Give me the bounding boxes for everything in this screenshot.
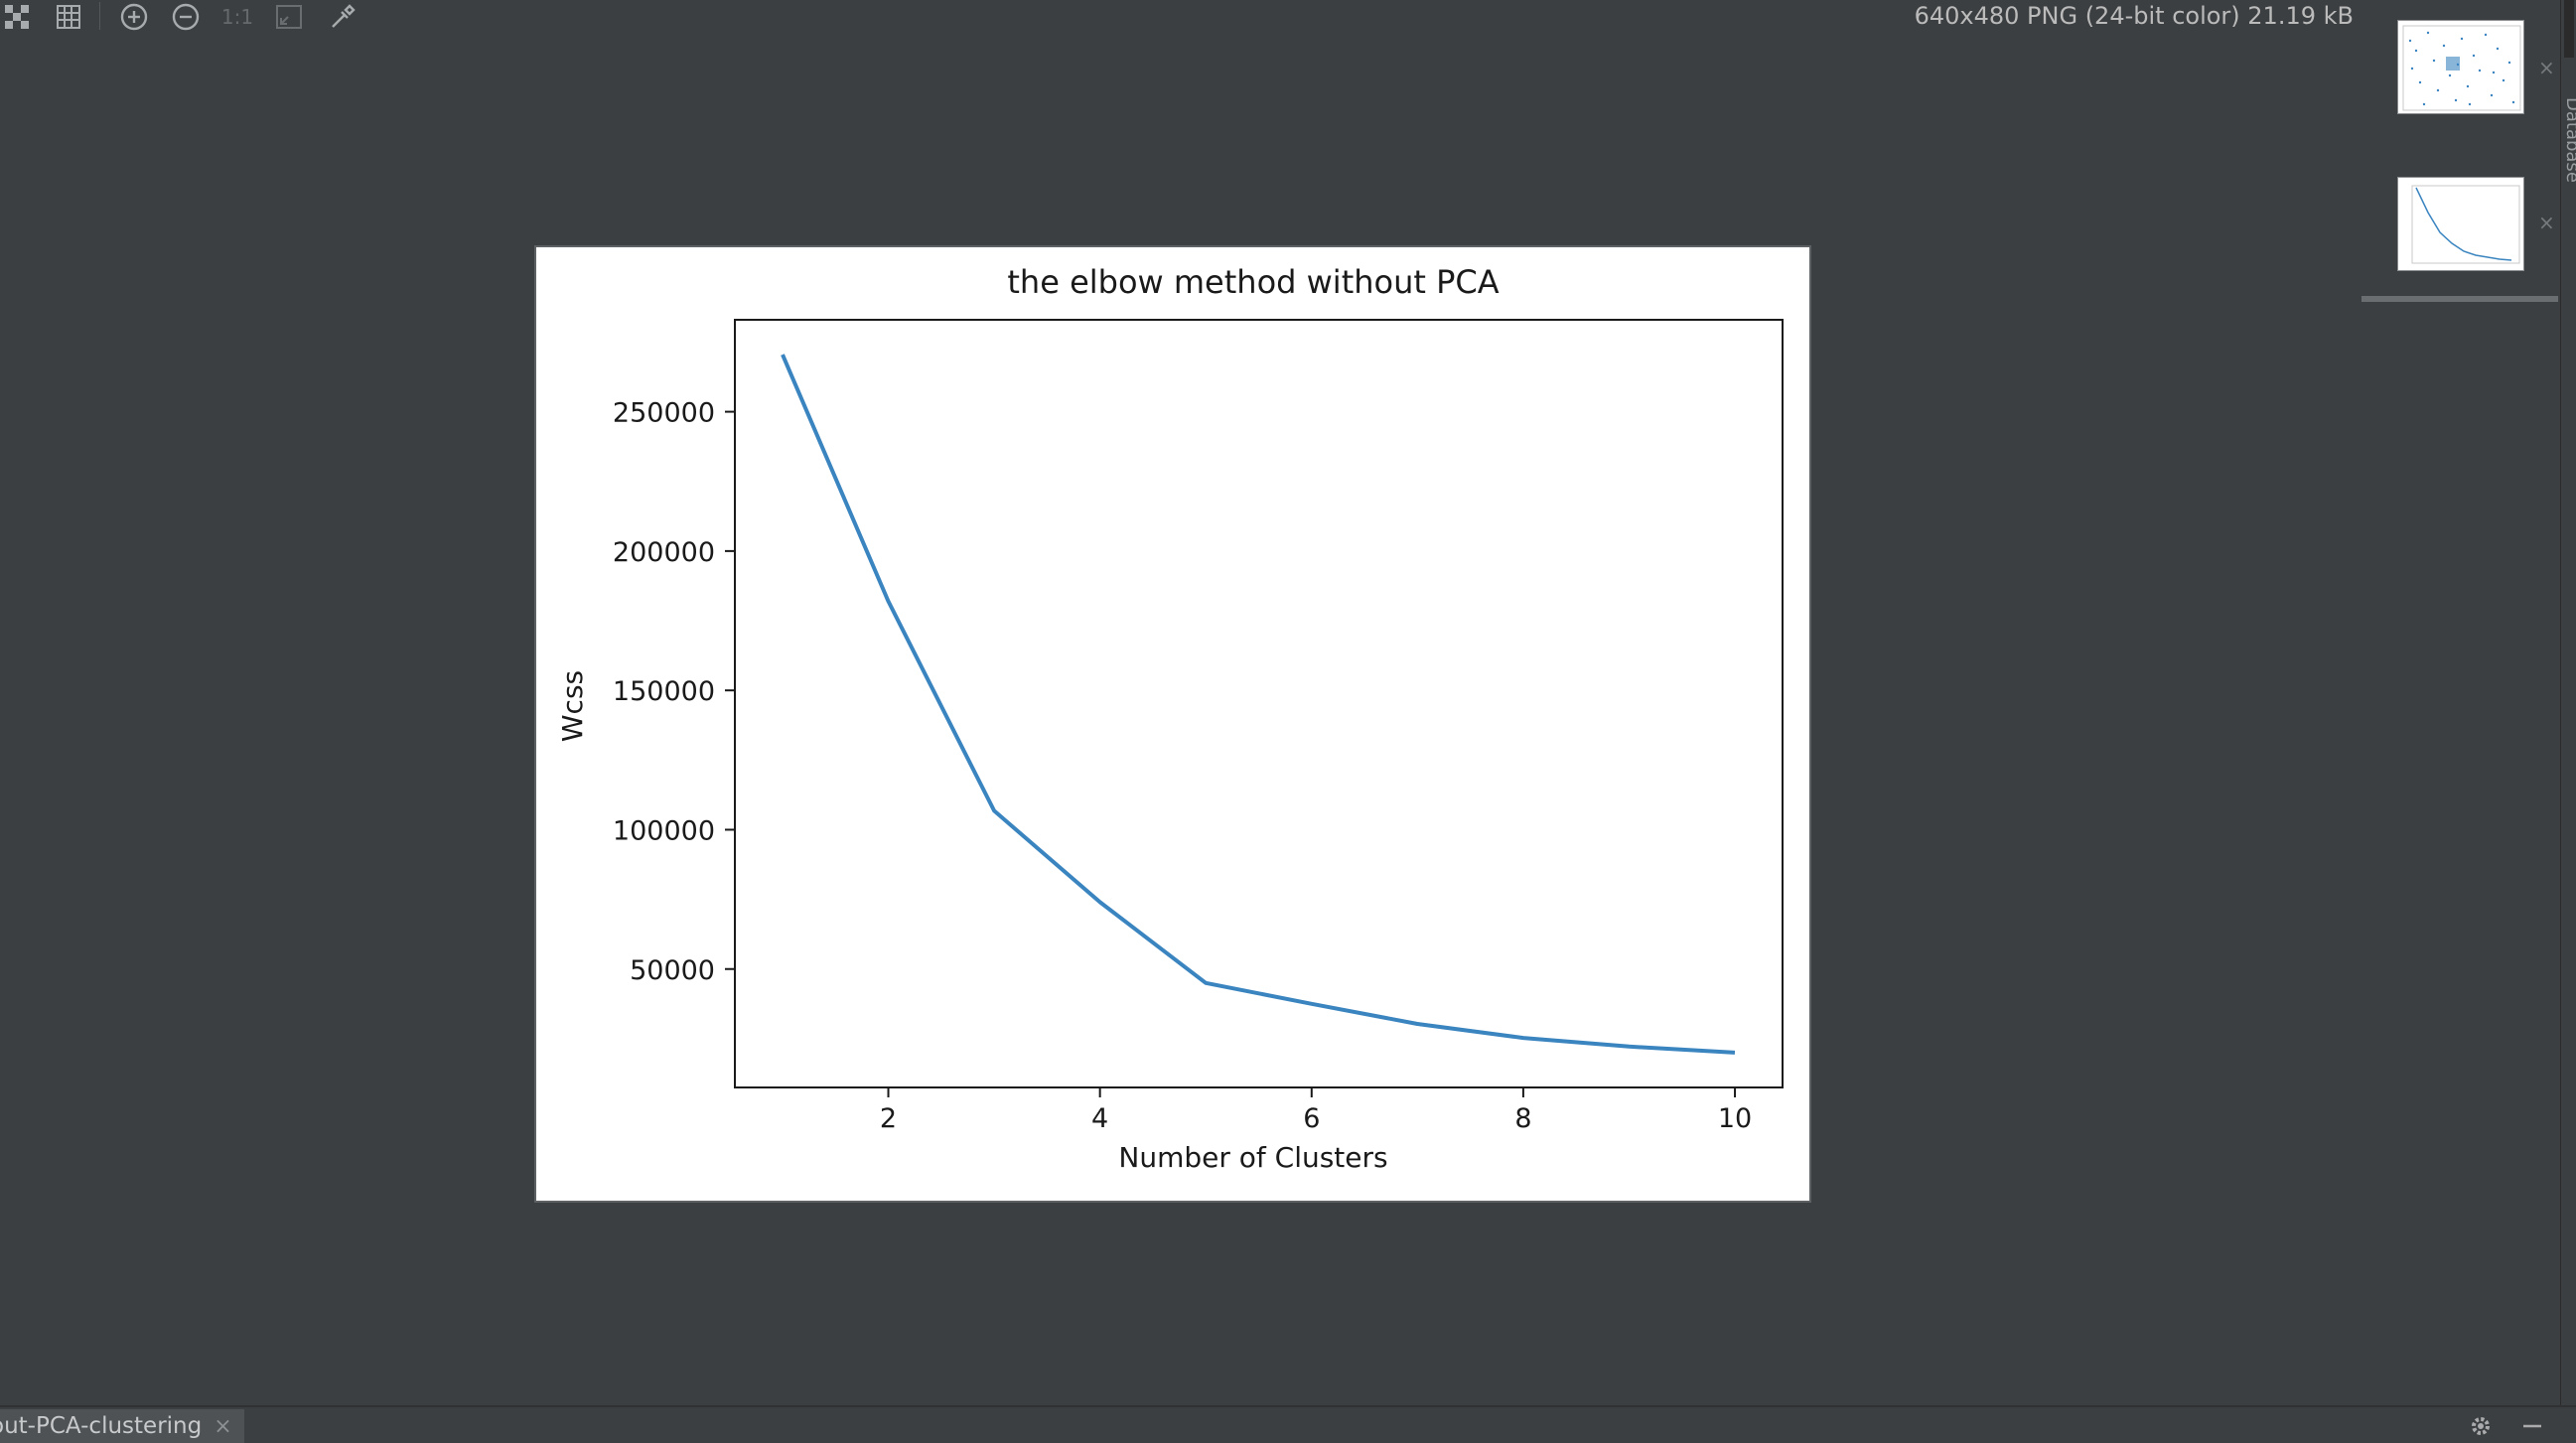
chessboard-icon[interactable] (0, 0, 34, 34)
y-tick-label: 200000 (613, 537, 715, 568)
color-picker-icon[interactable] (326, 0, 359, 34)
toolbar-separator (99, 2, 100, 30)
wcss-series-line (781, 354, 1736, 1055)
database-tool-window-label[interactable]: Database (2562, 97, 2576, 183)
right-tool-strip (2560, 0, 2576, 1405)
x-tick-label: 4 (1091, 1103, 1108, 1134)
x-tick-label: 8 (1514, 1103, 1531, 1134)
right-strip-tab[interactable] (2564, 0, 2574, 58)
image-info-text: 640x480 PNG (24-bit color) 21.19 kB (1914, 2, 2354, 30)
file-tab-label: out-PCA-clustering (0, 1413, 203, 1439)
image-viewer-toolbar: 1:1 640x480 PNG (24-bit color) 21.19 kB (0, 0, 2354, 34)
y-tick-label: 250000 (613, 398, 715, 429)
y-tick-label: 150000 (613, 676, 715, 707)
x-tick-label: 6 (1303, 1103, 1320, 1134)
zoom-in-icon[interactable] (117, 0, 151, 34)
x-tick-label: 2 (880, 1103, 897, 1134)
image-canvas: the elbow method without PCA Wcss Number… (534, 245, 1811, 1203)
thumbnail-panel-divider (2361, 296, 2558, 302)
plot-area (734, 319, 1784, 1088)
thumbnail-elbow-plot[interactable] (2397, 177, 2524, 271)
y-tick-label: 50000 (630, 955, 715, 986)
minimize-icon[interactable] (2518, 1413, 2546, 1439)
grid-icon[interactable] (52, 0, 85, 34)
zoom-out-icon[interactable] (169, 0, 203, 34)
fit-window-icon[interactable] (272, 0, 306, 34)
x-axis-label: Number of Clusters (1118, 1141, 1387, 1174)
settings-icon[interactable] (2467, 1413, 2495, 1439)
file-tab[interactable]: out-PCA-clustering × (0, 1409, 244, 1443)
bottom-tab-bar: out-PCA-clustering × (0, 1405, 2576, 1443)
y-tick-label: 100000 (613, 815, 715, 846)
actual-size-label: 1:1 (220, 5, 254, 29)
thumbnail-scatter-plot[interactable] (2397, 20, 2524, 114)
close-thumbnail-1-icon[interactable]: × (2538, 56, 2555, 79)
actual-size-icon[interactable]: 1:1 (220, 0, 254, 34)
chart-title: the elbow method without PCA (1007, 263, 1499, 301)
close-tab-icon[interactable]: × (214, 1413, 232, 1439)
x-tick-label: 10 (1718, 1103, 1752, 1134)
y-axis-label: Wcss (556, 670, 589, 742)
elbow-chart: the elbow method without PCA Wcss Number… (556, 263, 1784, 1174)
close-thumbnail-2-icon[interactable]: × (2538, 211, 2555, 234)
